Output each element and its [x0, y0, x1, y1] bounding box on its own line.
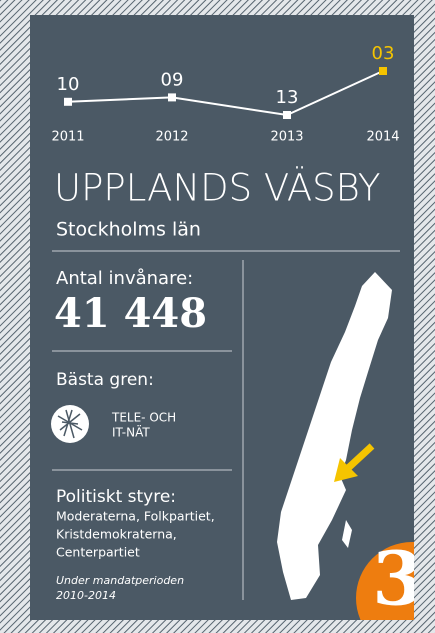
branch-label: Bästa gren:: [56, 370, 154, 390]
panel: [30, 15, 414, 620]
point: [283, 111, 291, 119]
branch-icon: [51, 405, 89, 443]
branch-line: IT-NÄT: [112, 425, 150, 440]
sweden-map: [277, 272, 392, 600]
politics-label: Politiskt styre:: [56, 487, 176, 507]
rank-badge: 3: [356, 537, 424, 623]
x-tick-label: 2011: [51, 130, 84, 145]
location-arrow: [334, 443, 375, 482]
rank: 3: [372, 537, 424, 623]
point: [64, 97, 72, 106]
period-line: Under mandatperioden: [56, 574, 184, 587]
value-label: 13: [276, 87, 299, 108]
point: [379, 67, 387, 75]
population-label: Antal invånare:: [56, 268, 193, 289]
point: [168, 93, 176, 102]
party-line: Centerpartiet: [56, 545, 140, 560]
party-line: Kristdemokraterna,: [56, 527, 177, 542]
party-line: Moderaterna, Folkpartiet,: [56, 509, 215, 524]
value-label: 03: [372, 43, 395, 64]
line: [67, 70, 384, 117]
period-line: 2010-2014: [56, 589, 116, 602]
value-label: 10: [57, 74, 80, 95]
x-tick-label: 2013: [270, 130, 303, 145]
rank-chart: 10 2011 09 2012 13 2013 03 2014: [51, 43, 399, 145]
x-tick-label: 2012: [155, 130, 188, 145]
x-tick-label: 2014: [366, 130, 399, 145]
municipality: UPPLANDS VÄSBY: [54, 166, 380, 210]
value-label: 09: [161, 69, 184, 90]
population: 41 448: [54, 290, 207, 337]
county: Stockholms län: [56, 219, 201, 241]
branch-line: TELE- OCH: [111, 411, 176, 425]
